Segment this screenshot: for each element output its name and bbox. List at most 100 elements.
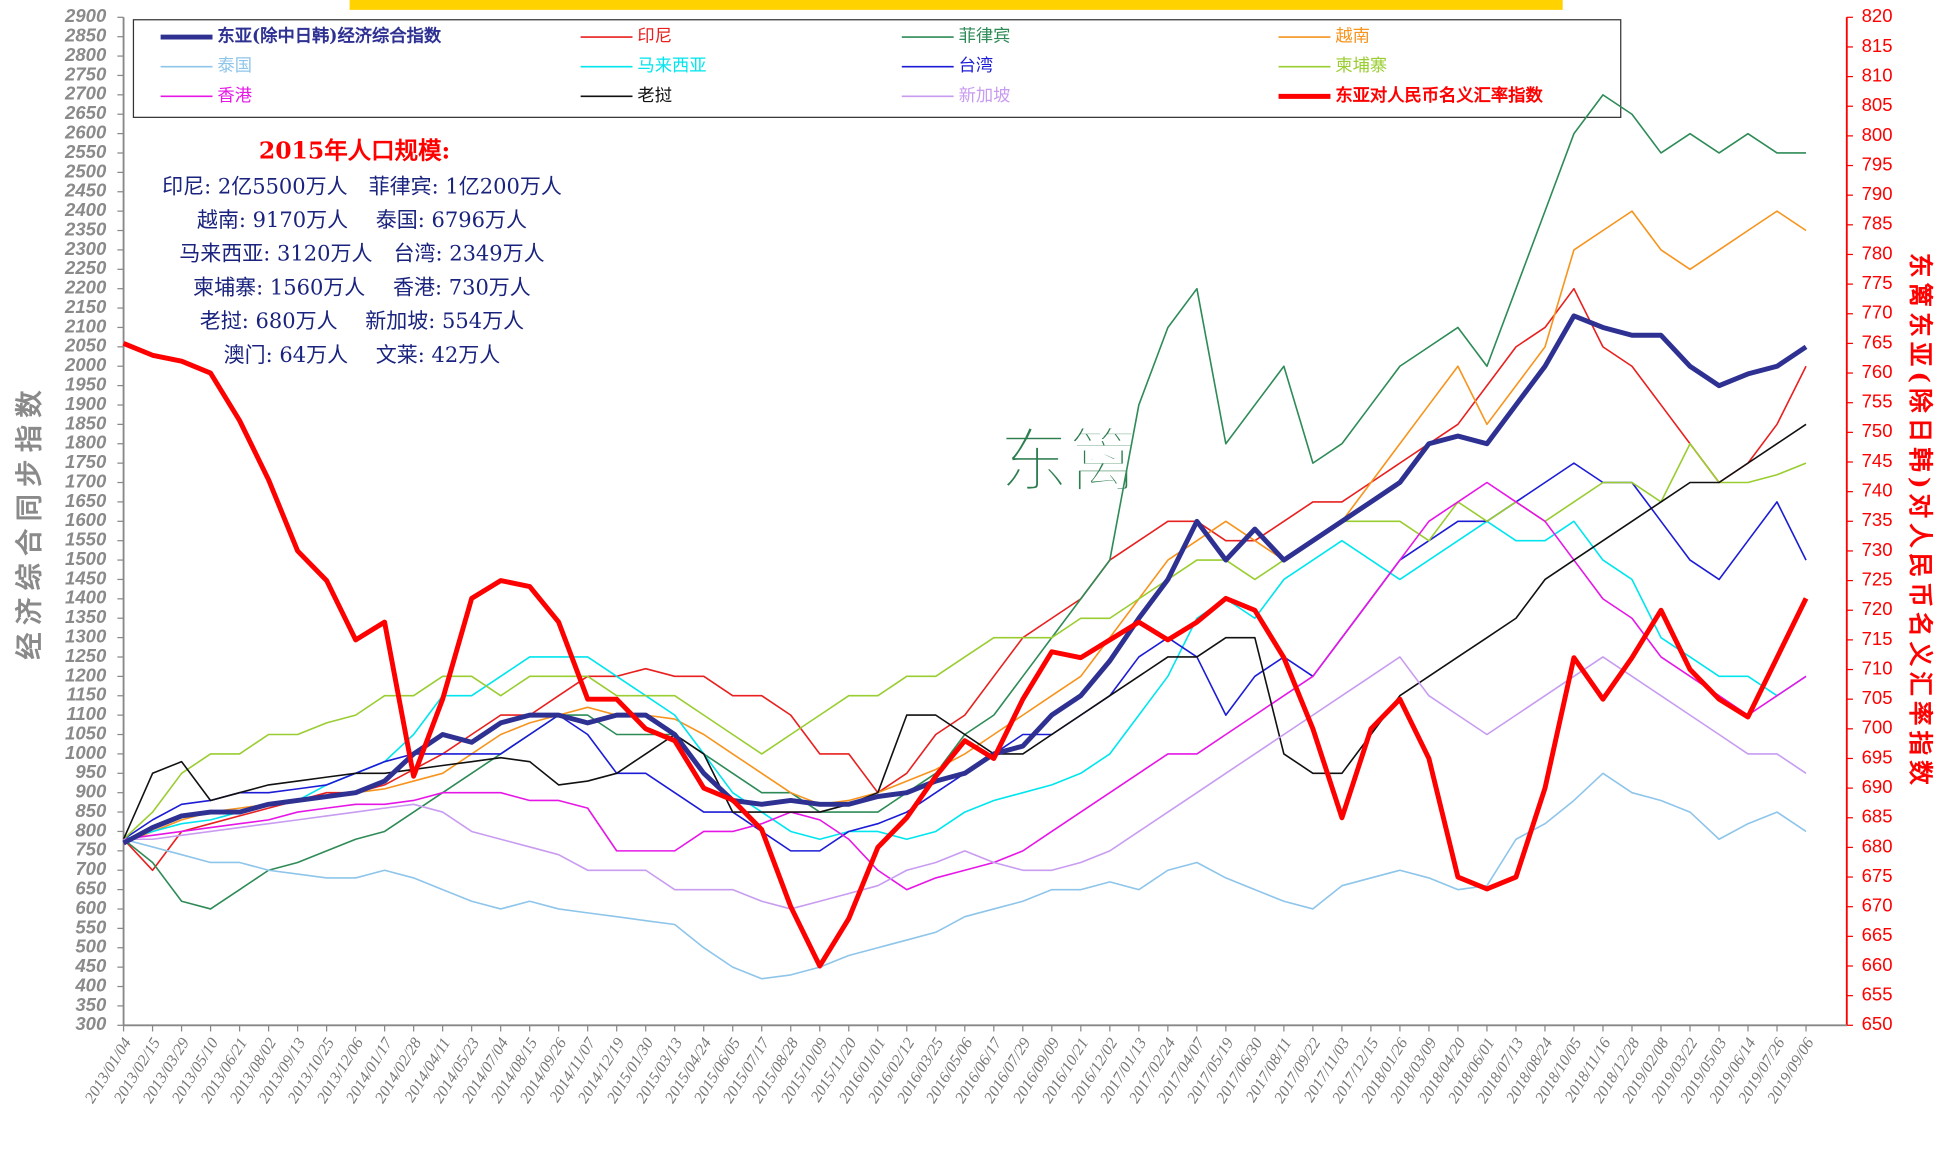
y-tick-label: 2850 xyxy=(64,25,107,46)
y2-tick-label: 760 xyxy=(1862,361,1893,382)
y2-tick-label: 780 xyxy=(1862,242,1893,263)
y-tick-label: 2750 xyxy=(64,63,107,84)
y2-tick-label: 725 xyxy=(1862,568,1893,589)
y-tick-label: 850 xyxy=(75,800,107,821)
y2-tick-label: 730 xyxy=(1862,539,1893,560)
legend-label: 新加坡 xyxy=(959,86,1011,106)
y2-tick-label: 795 xyxy=(1862,153,1893,174)
y2-tick-label: 805 xyxy=(1862,94,1893,115)
y2-tick-label: 715 xyxy=(1862,628,1893,649)
y-tick-label: 800 xyxy=(75,819,107,840)
series-line xyxy=(122,423,1807,840)
y-tick-label: 550 xyxy=(75,916,107,937)
series-line xyxy=(123,210,1807,844)
y-tick-label: 2800 xyxy=(64,44,107,65)
y2-tick-label: 720 xyxy=(1862,598,1893,619)
y2-tick-label: 790 xyxy=(1862,183,1893,204)
y2-tick-label: 650 xyxy=(1862,1013,1893,1034)
y-tick-label: 1750 xyxy=(65,451,107,472)
y-tick-label: 2450 xyxy=(64,180,107,201)
y-tick-label: 1200 xyxy=(65,664,107,685)
y-tick-label: 2150 xyxy=(64,296,107,317)
y-tick-label: 1100 xyxy=(66,703,107,724)
series-line xyxy=(123,442,1807,840)
y-tick-label: 2900 xyxy=(64,5,107,26)
y-tick-label: 450 xyxy=(74,955,107,976)
y-tick-label: 2200 xyxy=(64,277,107,298)
legend-label: 台湾 xyxy=(959,56,994,76)
y2-tick-label: 680 xyxy=(1862,835,1893,856)
y2-tick-label: 785 xyxy=(1862,213,1893,234)
legend-label: 柬埔寨 xyxy=(1335,56,1387,76)
y-tick-label: 600 xyxy=(75,897,107,918)
legend-label: 菲律宾 xyxy=(959,27,1011,47)
annotation-line: 马来西亚: 3120万人 台湾: 2349万人 xyxy=(179,242,544,266)
y-tick-label: 1600 xyxy=(65,509,107,530)
y2-tick-label: 745 xyxy=(1862,450,1893,471)
y-tick-label: 2300 xyxy=(64,238,107,259)
y-tick-label: 1500 xyxy=(65,548,107,569)
series-line xyxy=(123,481,1807,891)
y2-tick-label: 685 xyxy=(1862,806,1893,827)
legend-label: 马来西亚 xyxy=(637,56,706,76)
y2-tick-label: 800 xyxy=(1862,124,1893,145)
y2-tick-label: 740 xyxy=(1862,480,1893,501)
legend-label: 老挝 xyxy=(637,86,672,106)
y2-tick-label: 700 xyxy=(1862,717,1893,738)
y-tick-label: 2350 xyxy=(64,218,107,239)
series-line xyxy=(122,287,1807,872)
y2-tick-label: 815 xyxy=(1862,35,1893,56)
y2-tick-label: 710 xyxy=(1862,657,1893,678)
y2-axis-title: 东篱东亚(除日韩)对人民币名义汇率指数 xyxy=(1906,253,1935,790)
y-tick-label: 1450 xyxy=(65,567,107,588)
legend-label: 香港 xyxy=(217,86,252,106)
y-tick-label: 2000 xyxy=(64,354,107,375)
y2-tick-label: 670 xyxy=(1862,895,1893,916)
watermark: 东篱 xyxy=(999,421,1137,502)
y-tick-label: 2700 xyxy=(64,83,107,104)
y-tick-label: 700 xyxy=(75,858,107,879)
y-tick-label: 400 xyxy=(74,974,107,995)
legend-label: 泰国 xyxy=(217,56,252,76)
y-tick-label: 350 xyxy=(75,994,107,1015)
y-tick-label: 900 xyxy=(75,781,107,802)
y-tick-label: 2500 xyxy=(64,160,107,181)
y-tick-label: 1250 xyxy=(65,645,107,666)
y-tick-label: 750 xyxy=(75,839,107,860)
annotation-line: 印尼: 2亿5500万人 菲律宾: 1亿200万人 xyxy=(162,174,562,198)
y-tick-label: 1000 xyxy=(65,742,107,763)
y-tick-label: 2400 xyxy=(64,199,107,220)
y-tick-label: 1400 xyxy=(65,587,107,608)
y-tick-label: 1050 xyxy=(65,722,107,743)
y-tick-label: 1300 xyxy=(65,625,107,646)
y2-tick-label: 750 xyxy=(1862,420,1893,441)
y2-tick-label: 690 xyxy=(1862,776,1893,797)
y2-tick-label: 775 xyxy=(1862,272,1893,293)
y-tick-label: 1850 xyxy=(65,412,107,433)
series-line xyxy=(123,656,1807,910)
y-tick-label: 1800 xyxy=(65,432,107,453)
legend-box xyxy=(132,19,1622,118)
y2-tick-label: 810 xyxy=(1862,64,1893,85)
y2-tick-label: 660 xyxy=(1862,954,1893,975)
y2-tick-label: 770 xyxy=(1862,302,1893,323)
y-tick-label: 2100 xyxy=(64,315,107,336)
y2-tick-label: 735 xyxy=(1862,509,1893,530)
legend-label: 东亚(除中日韩)经济综合指数 xyxy=(217,26,441,47)
y2-tick-label: 765 xyxy=(1862,331,1893,352)
series-line xyxy=(122,341,1809,969)
y-tick-label: 2050 xyxy=(64,335,107,356)
y-tick-label: 950 xyxy=(75,761,107,782)
y-tick-label: 2250 xyxy=(64,257,107,278)
y-tick-label: 2650 xyxy=(64,102,107,123)
y-tick-label: 1550 xyxy=(65,529,107,550)
annotation-line: 老挝: 680万人 新加坡: 554万人 xyxy=(200,309,524,333)
y2-tick-label: 665 xyxy=(1862,924,1893,945)
annotation-title: 2015年人口规模: xyxy=(259,136,450,164)
y-tick-label: 500 xyxy=(75,936,107,957)
series-line xyxy=(123,772,1807,980)
y-tick-label: 300 xyxy=(75,1013,107,1034)
legend-label: 印尼 xyxy=(637,27,672,47)
y-tick-label: 1950 xyxy=(65,373,107,394)
